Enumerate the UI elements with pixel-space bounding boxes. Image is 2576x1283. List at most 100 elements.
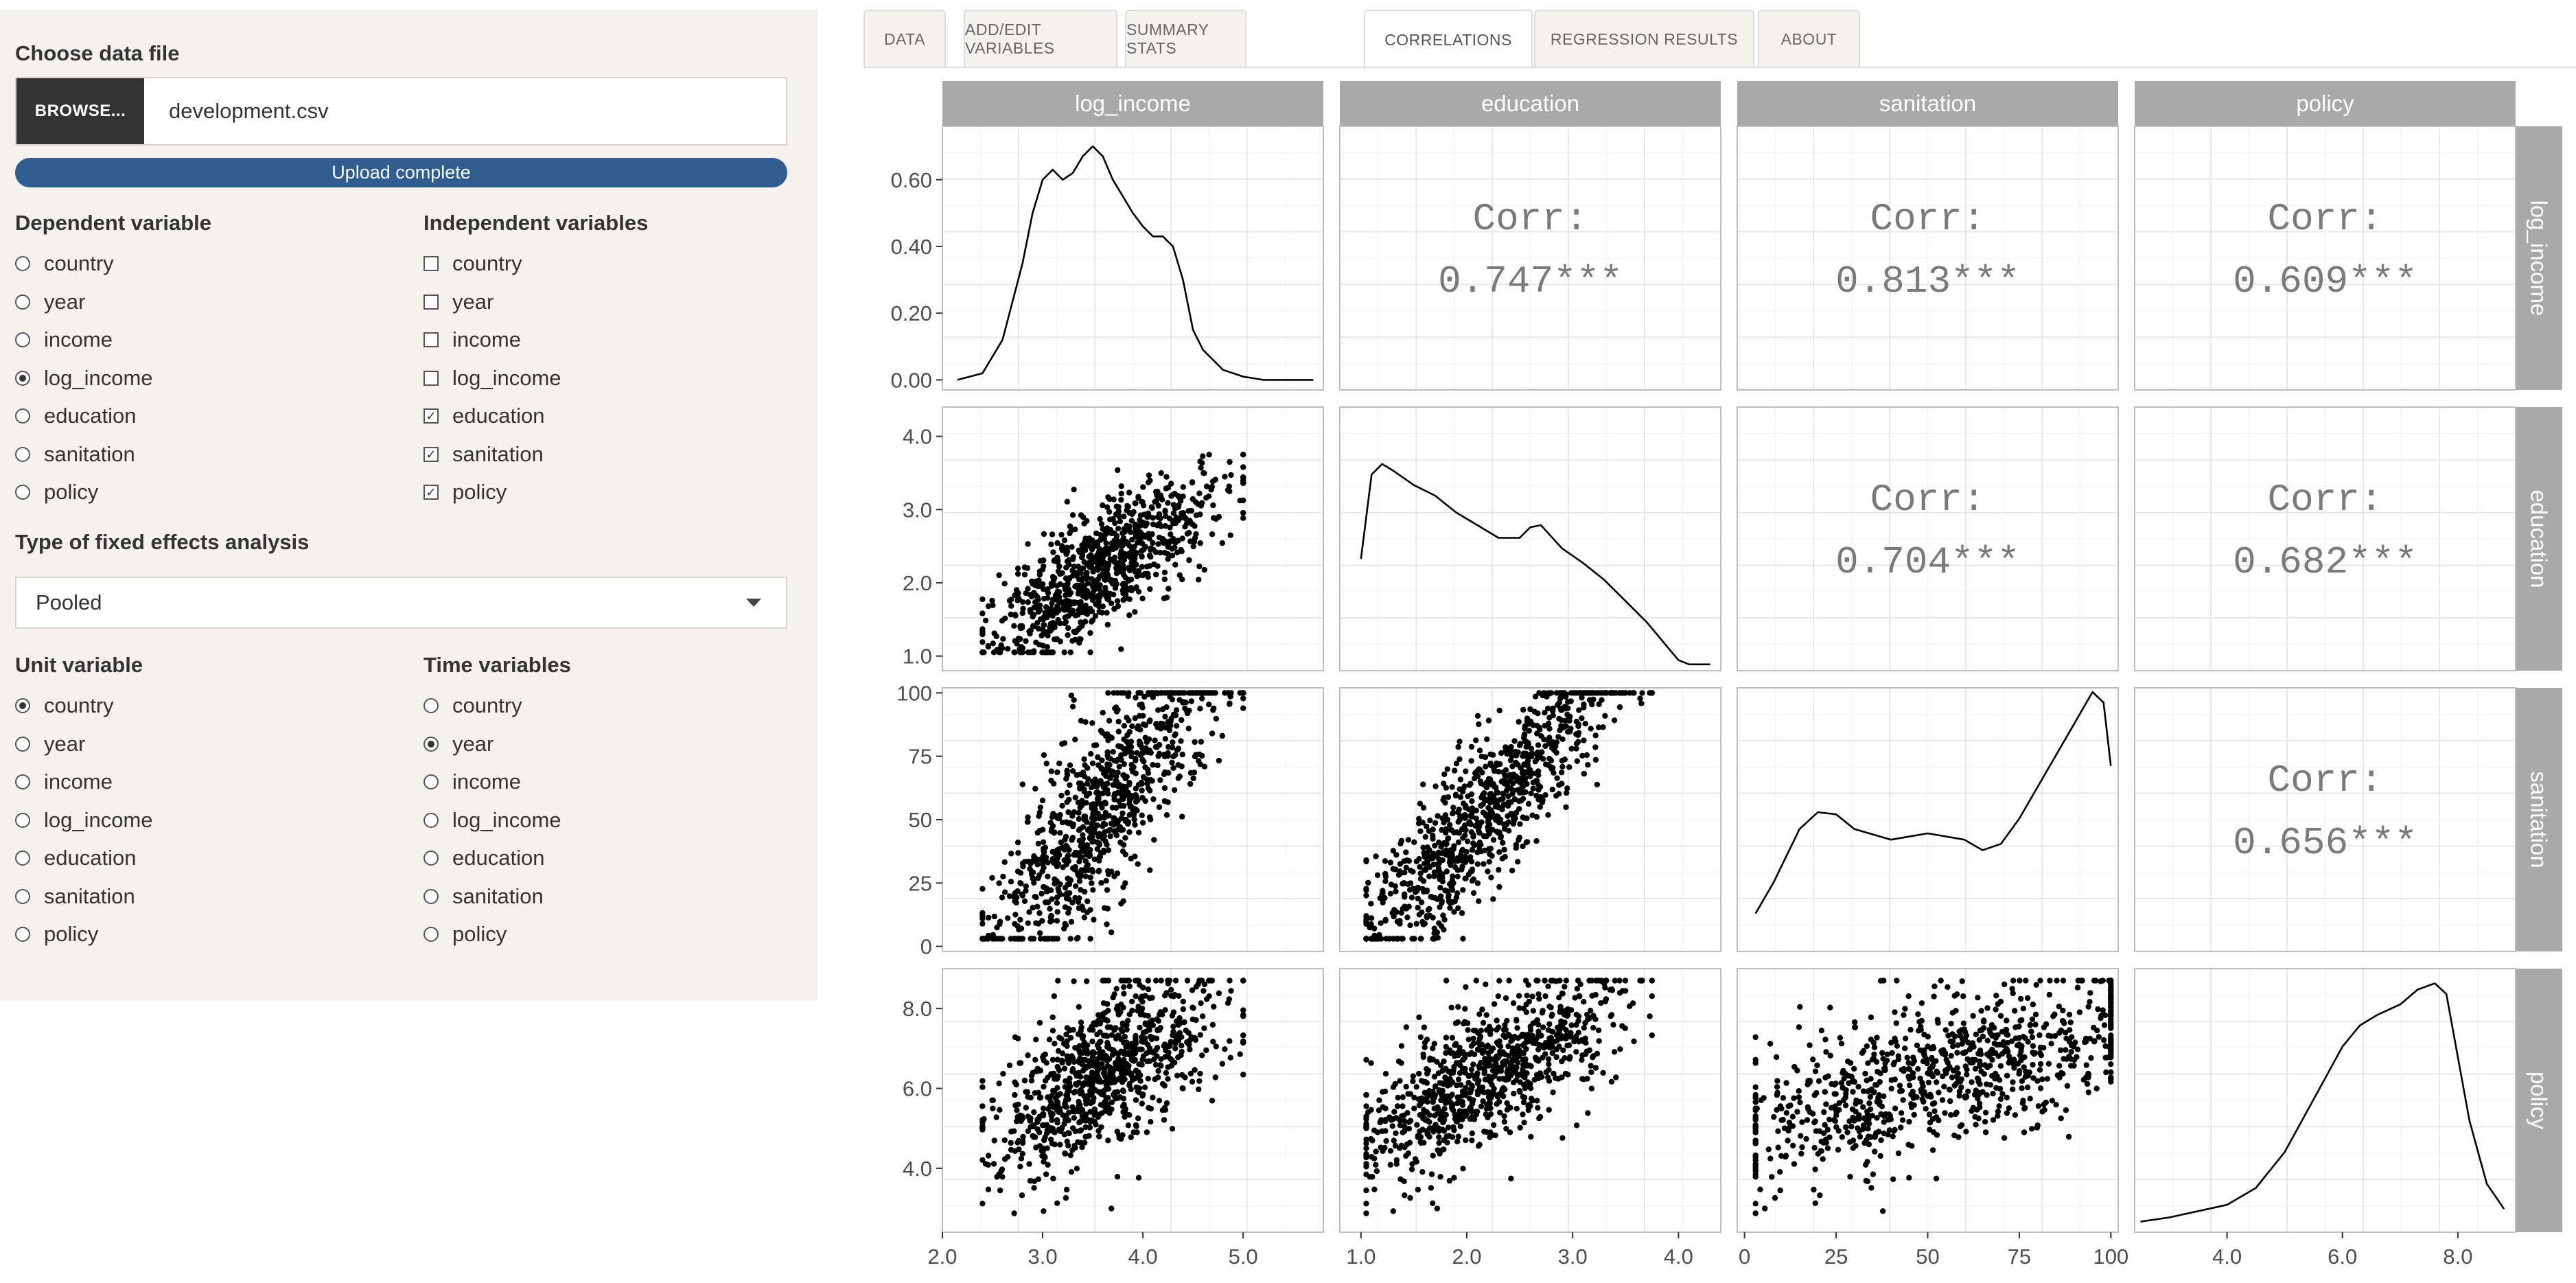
radio-button[interactable] <box>15 446 30 462</box>
option-label: log_income <box>452 365 561 390</box>
unit-option-income[interactable]: income <box>15 770 113 794</box>
scatter-point <box>979 626 986 632</box>
scatter-point <box>1542 743 1548 749</box>
checkbox[interactable] <box>423 332 439 347</box>
checkbox-checked-icon[interactable]: ✓ <box>423 408 439 424</box>
file-name-field[interactable]: development.csv <box>169 99 329 123</box>
tab-regression-results[interactable]: REGRESSION RESULTS <box>1534 10 1754 67</box>
dependent-option-year[interactable]: year <box>15 290 85 314</box>
dependent-option-log-income[interactable]: log_income <box>15 366 153 391</box>
radio-button[interactable] <box>15 774 30 789</box>
checkbox-checked-icon[interactable]: ✓ <box>423 446 439 462</box>
radio-button[interactable] <box>15 370 30 386</box>
radio-button[interactable] <box>15 888 30 904</box>
dependent-option-policy[interactable]: policy <box>15 480 98 505</box>
radio-button[interactable] <box>423 774 439 789</box>
browse-button[interactable]: BROWSE... <box>16 78 144 144</box>
radio-button[interactable] <box>15 812 30 828</box>
scatter-point <box>1076 780 1082 787</box>
independent-option-year[interactable]: year <box>423 290 494 314</box>
scatter-point <box>1481 1068 1488 1075</box>
checkbox[interactable] <box>423 256 439 271</box>
scatter-point <box>1056 563 1063 570</box>
file-input[interactable]: BROWSE... development.csv <box>15 77 787 146</box>
scatter-point <box>1403 1024 1409 1030</box>
scatter-point <box>1121 736 1127 743</box>
radio-button[interactable] <box>15 736 30 752</box>
time-option-education[interactable]: education <box>423 846 544 870</box>
time-option-year[interactable]: year <box>423 732 494 756</box>
scatter-point <box>1088 784 1095 791</box>
checkbox[interactable] <box>423 294 439 310</box>
scatter-point <box>991 913 997 920</box>
scatter-point <box>1065 1117 1071 1123</box>
radio-button[interactable] <box>423 927 439 942</box>
checkbox-checked-icon[interactable]: ✓ <box>423 485 439 500</box>
tab-add-edit-variables[interactable]: ADD/EDIT VARIABLES <box>964 10 1117 67</box>
tab-data[interactable]: DATA <box>863 10 946 67</box>
scatter-point <box>1204 483 1210 489</box>
tab-correlations[interactable]: CORRELATIONS <box>1364 10 1533 69</box>
scatter-point <box>1199 695 1205 702</box>
dependent-option-income[interactable]: income <box>15 327 113 352</box>
dependent-option-country[interactable]: country <box>15 251 114 276</box>
time-option-policy[interactable]: policy <box>423 922 507 947</box>
radio-button[interactable] <box>15 485 30 500</box>
independent-option-sanitation[interactable]: ✓ sanitation <box>423 442 544 467</box>
independent-option-country[interactable]: country <box>423 251 522 276</box>
scatter-point <box>1054 603 1060 610</box>
radio-button[interactable] <box>423 851 439 866</box>
scatter-point <box>1197 1070 1203 1077</box>
scatter-point <box>1054 878 1060 884</box>
fixed-effects-select[interactable]: Pooled <box>15 577 787 629</box>
dependent-option-sanitation[interactable]: sanitation <box>15 442 135 467</box>
radio-button[interactable] <box>423 736 439 752</box>
unit-option-policy[interactable]: policy <box>15 922 98 947</box>
scatter-point <box>1104 887 1111 893</box>
scatter-point <box>1387 1148 1394 1154</box>
radio-button[interactable] <box>15 698 30 713</box>
radio-button[interactable] <box>15 294 30 310</box>
radio-button[interactable] <box>15 927 30 942</box>
time-option-log-income[interactable]: log_income <box>423 808 561 833</box>
scatter-point <box>1128 555 1134 562</box>
tab-about[interactable]: ABOUT <box>1758 10 1860 67</box>
scatter-point <box>1380 899 1386 906</box>
time-option-country[interactable]: country <box>423 693 522 718</box>
radio-button[interactable] <box>423 812 439 828</box>
independent-option-policy[interactable]: ✓ policy <box>423 480 507 505</box>
independent-option-log-income[interactable]: log_income <box>423 366 561 391</box>
scatter-point <box>1104 1001 1111 1007</box>
radio-button[interactable] <box>15 332 30 347</box>
scatter-point <box>1013 1118 1020 1124</box>
scatter-point <box>1390 1208 1396 1214</box>
tab-summary-stats[interactable]: SUMMARY STATS <box>1125 10 1246 67</box>
scatter-point <box>1528 745 1535 752</box>
checkbox[interactable] <box>423 370 439 386</box>
scatter-point <box>1427 818 1433 824</box>
independent-option-income[interactable]: income <box>423 327 521 352</box>
time-option-sanitation[interactable]: sanitation <box>423 884 544 909</box>
unit-option-log-income[interactable]: log_income <box>15 808 153 833</box>
scatter-point <box>1219 1061 1225 1067</box>
unit-option-year[interactable]: year <box>15 732 85 756</box>
scatter-point <box>1095 1078 1102 1085</box>
scatter-point <box>1163 594 1170 601</box>
radio-button[interactable] <box>15 851 30 866</box>
radio-button[interactable] <box>15 408 30 424</box>
scatter-point <box>1070 821 1076 827</box>
scatter-point <box>1585 1110 1591 1116</box>
scatter-point <box>1564 789 1570 796</box>
scatter-point <box>1226 996 1232 1002</box>
unit-option-education[interactable]: education <box>15 846 136 870</box>
scatter-point <box>1069 835 1076 841</box>
unit-option-sanitation[interactable]: sanitation <box>15 884 135 909</box>
panel-border <box>942 126 1324 391</box>
independent-option-education[interactable]: ✓ education <box>423 404 544 428</box>
dependent-option-education[interactable]: education <box>15 404 136 428</box>
radio-button[interactable] <box>423 888 439 904</box>
time-option-income[interactable]: income <box>423 770 521 794</box>
unit-option-country[interactable]: country <box>15 693 114 718</box>
radio-button[interactable] <box>15 256 30 271</box>
radio-button[interactable] <box>423 698 439 713</box>
